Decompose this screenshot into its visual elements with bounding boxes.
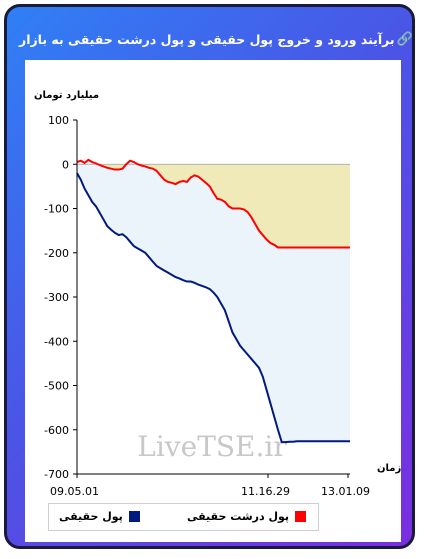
y-tick-label: -100 [44, 203, 69, 216]
y-tick-label: -500 [44, 380, 69, 393]
y-axis-label: میلیارد تومان [34, 90, 99, 101]
chart-header: i 🔗 برآیند ورود و خروج پول حقیقی و پول د… [19, 19, 427, 59]
series-line-series1 [76, 172, 350, 444]
x-tick-label: 11.16.29 [241, 485, 290, 498]
legend-label-series2: پول درشت حقیقی [187, 510, 290, 523]
legend-item-series1[interactable]: پول حقیقی [59, 510, 140, 523]
y-tick-label: 0 [62, 158, 69, 171]
y-tick-label: -400 [44, 335, 69, 348]
chart-panel: LiveTSE.ir 100 0 -100 -200 -300 -400 -500 -600 -7… [25, 60, 401, 542]
y-tick-label: -200 [44, 247, 69, 260]
y-tick-label: -600 [44, 424, 69, 437]
x-tick-label: 09.05.01 [50, 485, 99, 498]
legend-label-series1: پول حقیقی [59, 510, 123, 523]
area-series2 [77, 164, 350, 248]
y-tick-label: -300 [44, 291, 69, 304]
chart-svg: LiveTSE.ir 100 0 -100 -200 -300 -400 -500 -600 -7… [34, 90, 401, 498]
chart-title: برآیند ورود و خروج پول حقیقی و پول درشت … [19, 31, 395, 47]
watermark: LiveTSE.ir [137, 430, 287, 463]
legend-item-series2[interactable]: پول درشت حقیقی [187, 510, 307, 523]
legend-swatch-series1 [128, 511, 140, 522]
x-tick-label: 13.01.09 [321, 485, 370, 498]
link-icon[interactable]: 🔗 [396, 31, 413, 47]
legend-swatch-series2 [295, 511, 307, 522]
x-axis-label: زمان [377, 463, 401, 474]
area-series1 [77, 164, 350, 443]
y-tick-label: 100 [48, 114, 69, 127]
legend: پول درشت حقیقی پول حقیقی [48, 503, 319, 531]
y-tick-label: -700 [44, 468, 69, 481]
info-icon[interactable]: i [421, 26, 427, 52]
series-line-series2 [76, 158, 350, 249]
